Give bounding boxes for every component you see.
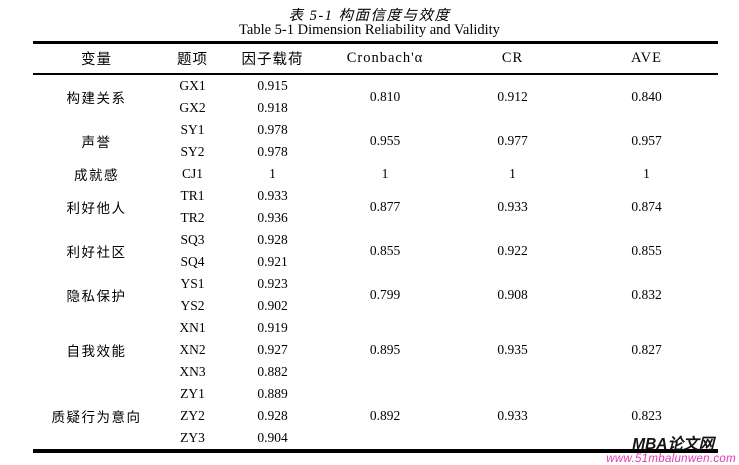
cr-cell: 0.933 (497, 408, 528, 423)
item-code-cell: CJ1 (181, 166, 203, 181)
watermark-site-url: www.51mbalunwen.com (606, 452, 736, 465)
table-row: 自我效能 XN1 0.919 0.895 0.935 0.827 (33, 317, 718, 359)
table-body: 构建关系 GX1 0.915 0.810 0.912 0.840 GX2 0.918 声誉 SY1… (33, 74, 718, 451)
factor-loading-cell: 0.923 (257, 276, 288, 291)
factor-loading-cell: 0.902 (257, 298, 288, 313)
header-ave: AVE (575, 42, 718, 75)
item-code-cell: TR1 (180, 188, 205, 203)
ave-cell: 0.840 (631, 89, 662, 104)
factor-loading-cell: 0.978 (257, 144, 288, 159)
cronbach-cell: 0.810 (369, 89, 401, 104)
factor-loading-cell: 0.933 (257, 188, 288, 203)
table-row: 利好社区 SQ3 0.928 0.855 0.922 0.855 (33, 229, 718, 260)
ave-cell: 0.827 (631, 342, 662, 357)
cr-cell: 0.977 (497, 133, 528, 148)
item-code-cell: YS2 (180, 298, 205, 313)
watermark: MBA论文网 www.51mbalunwen.com (606, 435, 736, 465)
item-code-cell: GX1 (179, 78, 206, 93)
factor-loading-cell: 1 (269, 166, 276, 181)
item-code-cell: ZY2 (180, 408, 205, 423)
variable-cell: 声誉 (81, 135, 112, 150)
item-code-cell: XN2 (179, 342, 206, 357)
cr-cell: 0.922 (497, 243, 528, 258)
item-code-cell: ZY1 (180, 386, 205, 401)
factor-loading-cell: 0.889 (257, 386, 288, 401)
watermark-site-name: MBA论文网 (632, 435, 714, 453)
table-row: ZY3 0.904 (33, 427, 718, 451)
table-header-row: 变量 题项 因子载荷 Cronbach'α CR AVE (33, 42, 718, 75)
table-row: SQ4 0.921 (33, 251, 718, 273)
factor-loading-cell: 0.915 (257, 78, 288, 93)
ave-cell: 0.855 (631, 243, 662, 258)
factor-loading-cell: 0.928 (257, 408, 288, 423)
header-factor-loading: 因子载荷 (225, 42, 320, 75)
variable-cell: 利好社区 (66, 245, 127, 260)
cronbach-cell: 0.799 (369, 287, 401, 302)
factor-loading-cell: 0.904 (257, 430, 288, 445)
table-row: TR2 0.936 (33, 207, 718, 229)
header-item: 题项 (160, 42, 225, 75)
item-code-cell: SY2 (180, 144, 205, 159)
table-row: 质疑行为意向 ZY1 0.889 0.892 0.933 0.823 (33, 383, 718, 425)
item-code-cell: SY1 (180, 122, 205, 137)
item-code-cell: SQ4 (180, 254, 205, 269)
ave-cell: 1 (643, 166, 650, 181)
ave-cell: 0.957 (631, 133, 662, 148)
cronbach-cell: 0.955 (369, 133, 401, 148)
cronbach-cell: 0.855 (369, 243, 401, 258)
variable-cell: 构建关系 (66, 91, 127, 106)
table-row: SY2 0.978 (33, 141, 718, 163)
cr-cell: 0.908 (497, 287, 528, 302)
table-row: YS2 0.902 (33, 295, 718, 317)
table-row: 利好他人 TR1 0.933 0.877 0.933 0.874 (33, 185, 718, 216)
table-row: 成就感 CJ1 1 1 1 1 (33, 163, 718, 185)
cr-cell: 0.933 (497, 199, 528, 214)
item-code-cell: XN1 (179, 320, 206, 335)
table-row: ZY2 0.928 (33, 405, 718, 427)
cronbach-cell: 1 (381, 166, 389, 181)
header-cronbach-alpha: Cronbach'α (320, 42, 450, 75)
factor-loading-cell: 0.978 (257, 122, 288, 137)
variable-cell: 质疑行为意向 (51, 410, 142, 425)
ave-cell: 0.874 (631, 199, 662, 214)
cr-cell: 0.912 (497, 89, 528, 104)
table-row: XN3 0.882 (33, 361, 718, 383)
cr-cell: 1 (509, 166, 516, 181)
variable-cell: 利好他人 (66, 201, 127, 216)
variable-cell: 成就感 (74, 168, 119, 183)
factor-loading-cell: 0.927 (257, 342, 288, 357)
ave-cell: 0.823 (631, 408, 662, 423)
table-row: 声誉 SY1 0.978 0.955 0.977 0.957 (33, 119, 718, 150)
table-title-chinese: 表 5-1 构面信度与效度 (288, 8, 451, 24)
item-code-cell: XN3 (179, 364, 206, 379)
variable-cell: 隐私保护 (66, 289, 127, 304)
factor-loading-cell: 0.928 (257, 232, 288, 247)
variable-cell: 自我效能 (66, 344, 127, 359)
cronbach-cell: 0.877 (369, 199, 401, 214)
factor-loading-cell: 0.919 (257, 320, 288, 335)
factor-loading-cell: 0.936 (257, 210, 288, 225)
factor-loading-cell: 0.918 (257, 100, 288, 115)
header-variable: 变量 (33, 42, 160, 75)
table-row: XN2 0.927 (33, 339, 718, 361)
factor-loading-cell: 0.882 (257, 364, 288, 379)
reliability-validity-table: 变量 题项 因子载荷 Cronbach'α CR AVE 构建关系 GX1 0.91… (33, 41, 718, 453)
table-row: GX2 0.918 (33, 97, 718, 119)
cronbach-cell: 0.892 (369, 408, 401, 423)
table-title-english: Table 5-1 Dimension Reliability and Vali… (239, 22, 500, 38)
item-code-cell: ZY3 (180, 430, 205, 445)
cronbach-cell: 0.895 (369, 342, 401, 357)
cr-cell: 0.935 (497, 342, 528, 357)
table-row: 构建关系 GX1 0.915 0.810 0.912 0.840 (33, 74, 718, 106)
item-code-cell: GX2 (179, 100, 206, 115)
item-code-cell: TR2 (180, 210, 205, 225)
factor-loading-cell: 0.921 (257, 254, 288, 269)
item-code-cell: YS1 (180, 276, 205, 291)
table-row: 隐私保护 YS1 0.923 0.799 0.908 0.832 (33, 273, 718, 304)
item-code-cell: SQ3 (180, 232, 205, 247)
header-cr: CR (450, 42, 575, 75)
ave-cell: 0.832 (631, 287, 662, 302)
